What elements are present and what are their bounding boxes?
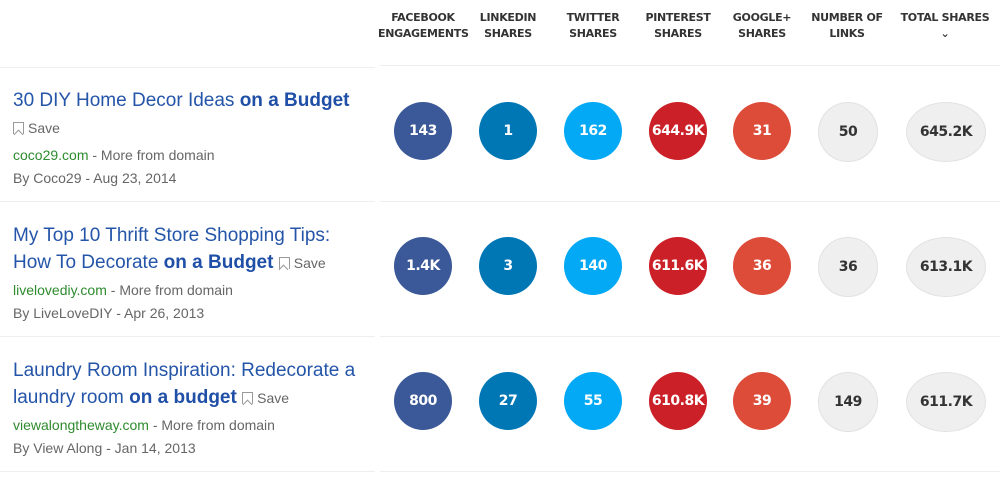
byline: By View Along - Jan 14, 2013 bbox=[13, 440, 196, 456]
more-from-domain-link[interactable]: - More from domain bbox=[92, 147, 215, 163]
twitter-shares-badge: 55 bbox=[564, 372, 622, 430]
divider bbox=[380, 201, 1000, 202]
divider bbox=[380, 336, 1000, 337]
column-header-google-plus-shares: GOOGLE+ SHARES bbox=[717, 10, 807, 42]
column-header-line: SHARES bbox=[569, 27, 617, 40]
divider bbox=[0, 201, 375, 202]
column-header-pinterest-shares: PINTEREST SHARES bbox=[633, 10, 723, 42]
linkedin-shares-badge: 3 bbox=[479, 237, 537, 295]
save-button[interactable]: Save bbox=[278, 255, 326, 271]
number-of-links-badge: 149 bbox=[818, 372, 878, 432]
bookmark-icon bbox=[242, 392, 254, 404]
column-header-line: PINTEREST bbox=[645, 11, 711, 24]
save-label: Save bbox=[28, 120, 60, 136]
column-header-total-shares[interactable]: TOTAL SHARES ⌄ bbox=[895, 10, 995, 42]
result-row: 30 DIY Home Decor Ideas on a Budget Save c… bbox=[0, 66, 1000, 202]
byline: By LiveLoveDIY - Apr 26, 2013 bbox=[13, 305, 205, 321]
column-header-line: SHARES bbox=[654, 27, 702, 40]
column-header-twitter-shares: TWITTER SHARES bbox=[548, 10, 638, 42]
facebook-engagements-badge: 1.4K bbox=[394, 237, 452, 295]
title-highlight: on a Budget bbox=[163, 252, 274, 273]
column-header-facebook-engagements: FACEBOOK ENGAGEMENTS bbox=[378, 10, 469, 42]
result-row: Laundry Room Inspiration: Redecorate a l… bbox=[0, 336, 1000, 472]
title-text: Laundry Room Inspiration: Redecorate a l… bbox=[13, 360, 356, 408]
column-header-line: ENGAGEMENTS bbox=[378, 27, 469, 40]
google-plus-shares-badge: 39 bbox=[733, 372, 791, 430]
source-line: viewalongtheway.com - More from domain bbox=[13, 415, 275, 435]
title-text: My Top 10 Thrift Store Shopping Tips: Ho… bbox=[13, 225, 331, 273]
column-header-line: TOTAL SHARES ⌄ bbox=[900, 11, 990, 40]
column-header-line: TWITTER bbox=[566, 11, 620, 24]
domain-link[interactable]: livelovediy.com bbox=[13, 282, 107, 298]
bookmark-icon bbox=[13, 122, 24, 134]
article-title-link[interactable]: Laundry Room Inspiration: Redecorate a l… bbox=[13, 357, 373, 412]
number-of-links-badge: 36 bbox=[818, 237, 878, 297]
divider bbox=[380, 471, 1000, 472]
article-title-link[interactable]: 30 DIY Home Decor Ideas on a Budget bbox=[13, 87, 373, 114]
domain-link[interactable]: coco29.com bbox=[13, 147, 89, 163]
save-label: Save bbox=[293, 255, 326, 271]
linkedin-shares-badge: 1 bbox=[479, 102, 537, 160]
article-title-link[interactable]: My Top 10 Thrift Store Shopping Tips: Ho… bbox=[13, 222, 373, 277]
bookmark-icon bbox=[278, 257, 290, 269]
domain-link[interactable]: viewalongtheway.com bbox=[13, 417, 149, 433]
source-line: coco29.com - More from domain bbox=[13, 145, 215, 165]
google-plus-shares-badge: 36 bbox=[733, 237, 791, 295]
column-header-line: LINKEDIN bbox=[479, 11, 537, 24]
divider bbox=[380, 65, 1000, 66]
column-header-line: FACEBOOK bbox=[391, 11, 455, 24]
column-header-linkedin-shares: LINKEDIN SHARES bbox=[463, 10, 553, 42]
pinterest-shares-badge: 611.6K bbox=[649, 237, 707, 295]
more-from-domain-link[interactable]: - More from domain bbox=[110, 282, 233, 298]
column-header-line: GOOGLE+ bbox=[732, 11, 792, 24]
pinterest-shares-badge: 610.8K bbox=[649, 372, 707, 430]
twitter-shares-badge: 162 bbox=[564, 102, 622, 160]
linkedin-shares-badge: 27 bbox=[479, 372, 537, 430]
source-line: livelovediy.com - More from domain bbox=[13, 280, 233, 300]
more-from-domain-link[interactable]: - More from domain bbox=[152, 417, 275, 433]
byline: By Coco29 - Aug 23, 2014 bbox=[13, 170, 177, 186]
divider bbox=[0, 336, 375, 337]
column-header-line: LINKS bbox=[829, 27, 865, 40]
divider bbox=[0, 67, 375, 68]
number-of-links-badge: 50 bbox=[818, 102, 878, 162]
title-text: 30 DIY Home Decor Ideas bbox=[13, 90, 240, 111]
pinterest-shares-badge: 644.9K bbox=[649, 102, 707, 160]
facebook-engagements-badge: 143 bbox=[394, 102, 452, 160]
total-shares-badge: 611.7K bbox=[906, 372, 986, 432]
save-button[interactable]: Save bbox=[242, 390, 289, 406]
save-label: Save bbox=[257, 390, 290, 406]
column-header-number-of-links: NUMBER OF LINKS bbox=[802, 10, 892, 42]
title-highlight: on a budget bbox=[129, 387, 237, 408]
column-header-line: SHARES bbox=[484, 27, 532, 40]
total-shares-badge: 613.1K bbox=[906, 237, 986, 297]
total-shares-badge: 645.2K bbox=[906, 102, 986, 162]
column-header-line: SHARES bbox=[738, 27, 786, 40]
column-header-line: NUMBER OF bbox=[811, 11, 883, 24]
twitter-shares-badge: 140 bbox=[564, 237, 622, 295]
divider bbox=[0, 471, 375, 472]
save-button[interactable]: Save bbox=[13, 120, 60, 136]
google-plus-shares-badge: 31 bbox=[733, 102, 791, 160]
result-row: My Top 10 Thrift Store Shopping Tips: Ho… bbox=[0, 201, 1000, 337]
facebook-engagements-badge: 800 bbox=[394, 372, 452, 430]
title-highlight: on a Budget bbox=[239, 90, 350, 111]
